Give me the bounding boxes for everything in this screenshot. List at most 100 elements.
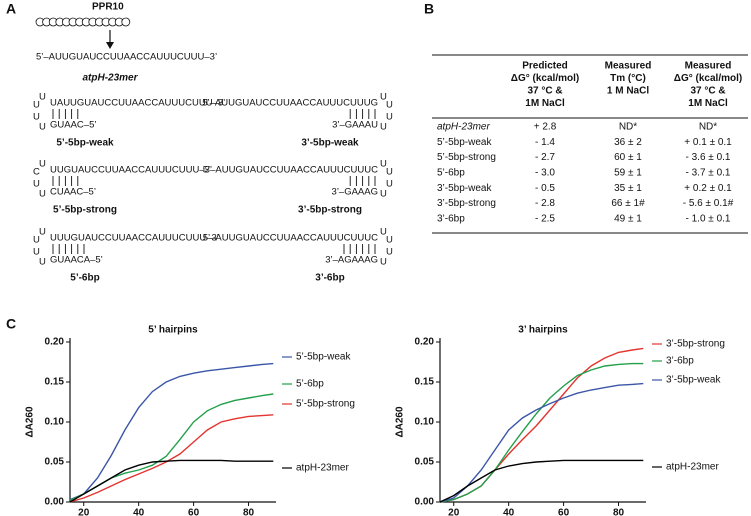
protein-icon <box>35 17 131 27</box>
y-axis-label: ΔA260 <box>395 406 406 438</box>
rna-name: atpH-23mer <box>82 73 138 84</box>
table-cell: 5’-6bp <box>437 168 465 179</box>
loop-base: U <box>39 227 46 238</box>
legend-label: 5’-5bp-weak <box>296 352 351 363</box>
strand: 5’–AUUGUAUCCUUAACCAUUUCUUUC <box>203 233 378 244</box>
table-cell: ND* <box>619 122 637 133</box>
data-line <box>69 362 274 501</box>
table-header: 1 M NaCl <box>607 86 649 97</box>
data-line <box>69 414 274 503</box>
table-cell: 3’-6bp <box>437 213 465 224</box>
protein-label: PPR10 <box>92 2 124 13</box>
strand: 3’–GAAAU <box>332 120 378 131</box>
loop-base: U <box>33 100 40 111</box>
strand: 3’–GAAAG <box>332 187 378 198</box>
loop-base: U <box>39 189 46 200</box>
loop-base: U <box>380 227 387 238</box>
loop-base: U <box>33 179 40 190</box>
loop-base: U <box>386 112 393 123</box>
y-tick-label: 0.15 <box>415 377 435 388</box>
loop-base: U <box>39 159 46 170</box>
loop-base: U <box>39 122 46 133</box>
data-line <box>439 347 644 503</box>
y-tick-label: 0.20 <box>45 337 65 348</box>
table-cell: - 3.6 ± 0.1 <box>686 152 731 163</box>
hairpin-label: 3’-5bp-weak <box>301 138 359 149</box>
x-tick-label: 40 <box>133 508 145 516</box>
strand: UUUGUAUCCUUAACCAUUUCUUU–3’ <box>50 233 219 244</box>
x-tick-label: 20 <box>448 508 460 516</box>
table-cell: 60 ± 1 <box>614 152 642 163</box>
table-cell: + 2.8 <box>534 122 557 133</box>
data-line <box>69 459 274 503</box>
chart-title: 3’ hairpins <box>518 325 568 336</box>
table-cell: - 1.4 <box>535 137 555 148</box>
loop-base: U <box>33 235 40 246</box>
legend-label: atpH-23mer <box>296 463 349 474</box>
legend-label: 3’-5bp-weak <box>666 375 721 386</box>
loop-base: U <box>386 167 393 178</box>
table-header: Predicted <box>522 61 568 72</box>
loop-base: U <box>33 112 40 123</box>
table-header: Tm (°C) <box>610 73 646 84</box>
table-cell: 35 ± 1 <box>614 183 642 194</box>
table-header: Measured <box>605 61 652 72</box>
legend-label: 5’-6bp <box>296 379 324 390</box>
loop-base: C <box>33 167 40 178</box>
loop-base: U <box>386 235 393 246</box>
x-tick-label: 80 <box>613 508 625 516</box>
table-cell: atpH-23mer <box>437 122 490 133</box>
table-cell: - 5.6 ± 0.1# <box>683 198 734 209</box>
table-header: 37 °C & <box>527 86 562 97</box>
legend-label: 3’-6bp <box>666 356 694 367</box>
table-cell: 66 ± 1# <box>611 198 645 209</box>
hairpin-label: 5’-6bp <box>70 273 99 284</box>
table-cell: 5’-5bp-weak <box>437 137 492 148</box>
x-tick-label: 60 <box>558 508 570 516</box>
strand: GUAACA–5’ <box>50 255 103 266</box>
loop-base: U <box>386 100 393 111</box>
table-header: 1M NaCl <box>688 98 728 109</box>
table-cell: + 0.2 ± 0.1 <box>684 183 732 194</box>
strand: CUAAC–5’ <box>50 187 96 198</box>
table-cell: 3’-5bp-weak <box>437 183 492 194</box>
y-tick-label: 0.00 <box>415 497 435 508</box>
x-tick-label: 40 <box>503 508 515 516</box>
y-tick-label: 0.15 <box>45 377 65 388</box>
y-tick-label: 0.10 <box>45 417 65 428</box>
data-line <box>439 459 644 503</box>
y-tick-label: 0.05 <box>45 457 65 468</box>
loop-base: U <box>380 257 387 268</box>
x-tick-label: 20 <box>78 508 90 516</box>
table-cell: - 3.0 <box>535 168 555 179</box>
legend-label: 3’-5bp-strong <box>666 339 725 350</box>
x-tick-label: 80 <box>243 508 255 516</box>
table-cell: - 2.8 <box>535 198 555 209</box>
strand: 5’–AUUGUAUCCUUAACCAUUUCUUUG <box>202 98 378 109</box>
bead <box>121 17 131 27</box>
table-cell: - 3.7 ± 0.1 <box>686 168 731 179</box>
loop-base: U <box>380 92 387 103</box>
y-tick-label: 0.20 <box>415 337 435 348</box>
table-cell: 5’-5bp-strong <box>437 152 496 163</box>
table-header: Measured <box>685 61 732 72</box>
strand: UUGUAUCCUUAACCAUUUCUUU–3’ <box>50 165 212 176</box>
arrow-head <box>106 42 114 49</box>
panel-letter: B <box>424 1 434 17</box>
y-axis-label: ΔA260 <box>25 406 36 438</box>
strand: 3’–AGAAAG <box>325 255 378 266</box>
legend-label: 5’-5bp-strong <box>296 399 355 410</box>
data-line <box>439 362 644 503</box>
chart-title: 5’ hairpins <box>148 325 198 336</box>
hairpin-label: 5’-5bp-weak <box>56 138 114 149</box>
data-line <box>439 382 644 503</box>
hairpin-label: 3’-6bp <box>315 273 344 284</box>
panel-letter: A <box>6 1 16 17</box>
y-tick-label: 0.05 <box>415 457 435 468</box>
x-tick-label: 60 <box>188 508 200 516</box>
table-cell: ND* <box>699 122 717 133</box>
table-header: 1M NaCl <box>525 98 565 109</box>
table-header: ΔG° (kcal/mol) <box>511 73 579 84</box>
hairpin-label: 3’-5bp-strong <box>298 205 362 216</box>
